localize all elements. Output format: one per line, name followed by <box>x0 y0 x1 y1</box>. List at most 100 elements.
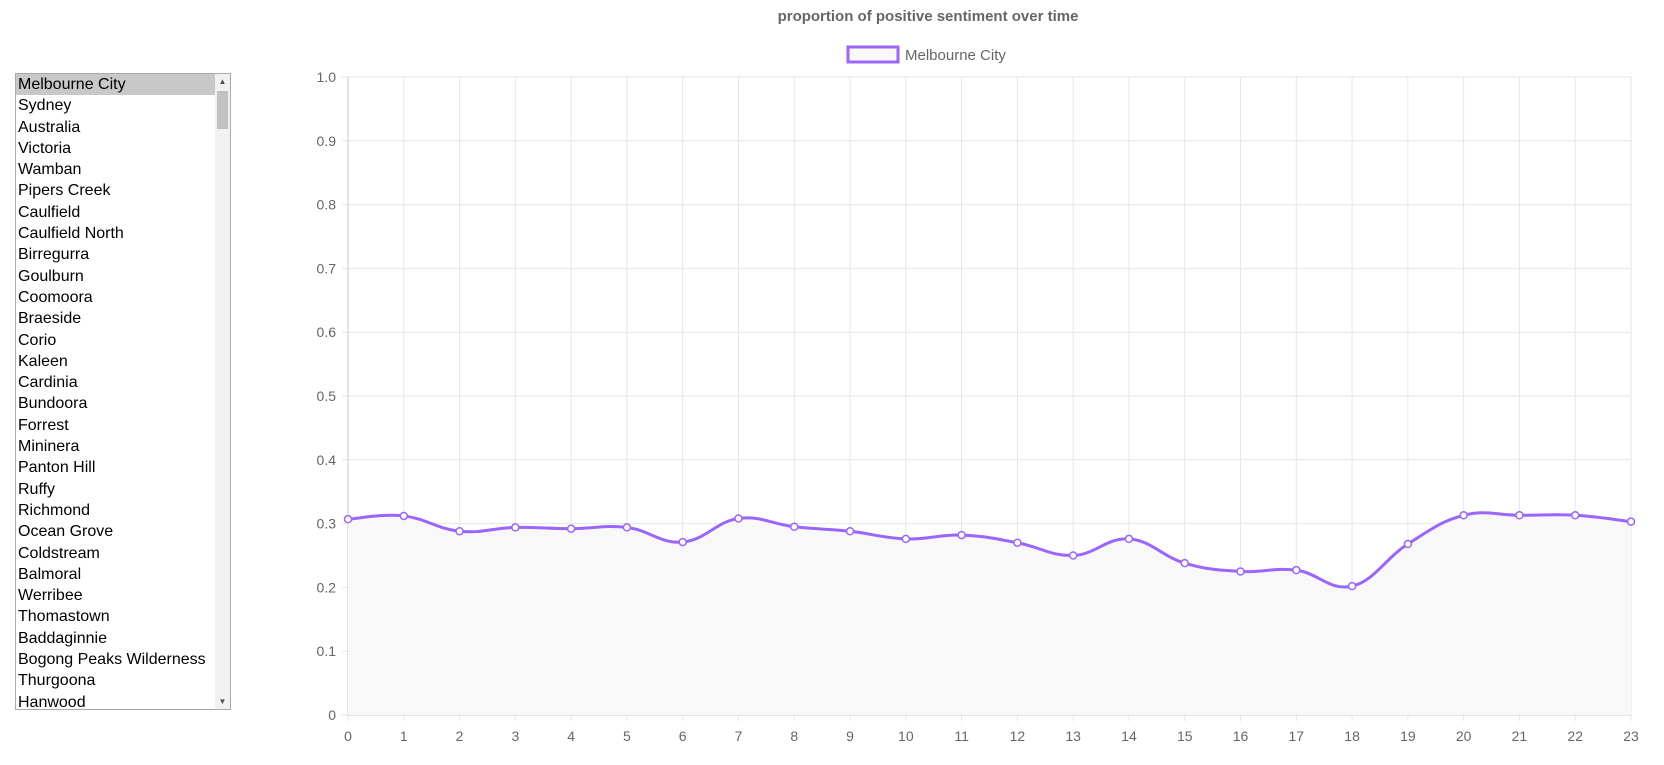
x-tick-label: 1 <box>400 728 408 744</box>
location-option[interactable]: Birregurra <box>18 246 90 264</box>
location-option[interactable]: Australia <box>18 118 81 136</box>
data-point[interactable] <box>901 534 911 544</box>
x-tick-label: 3 <box>511 728 519 744</box>
location-option[interactable]: Bundoora <box>18 395 88 413</box>
data-point[interactable] <box>1403 539 1413 549</box>
location-option[interactable]: Melbourne City <box>16 74 216 96</box>
data-point[interactable] <box>566 524 576 533</box>
data-point[interactable] <box>399 511 409 521</box>
y-tick-label: 0.8 <box>317 197 337 213</box>
x-tick-label: 20 <box>1456 728 1472 744</box>
data-point[interactable] <box>1013 538 1022 547</box>
y-tick-label: 0.5 <box>317 388 337 404</box>
scroll-up-icon[interactable]: ▲ <box>218 77 227 86</box>
data-point[interactable] <box>1236 567 1245 576</box>
chart-title: proportion of positive sentiment over ti… <box>778 8 1079 25</box>
x-tick-label: 10 <box>898 728 914 744</box>
x-tick-label: 15 <box>1177 728 1193 744</box>
chart-area: proportion of positive sentiment over ti… <box>300 0 1664 760</box>
location-option[interactable]: Ocean Grove <box>18 523 114 541</box>
data-point[interactable] <box>455 527 464 536</box>
scrollbar-thumb[interactable] <box>217 91 228 129</box>
x-tick-label: 13 <box>1065 728 1081 744</box>
data-point[interactable] <box>845 527 855 536</box>
y-tick-label: 0.1 <box>317 643 337 659</box>
data-point[interactable] <box>734 514 743 523</box>
x-tick-label: 9 <box>846 728 854 744</box>
location-option[interactable]: Braeside <box>18 310 82 328</box>
legend-swatch[interactable] <box>846 45 900 64</box>
x-tick-label: 18 <box>1344 728 1360 744</box>
data-point[interactable] <box>511 523 520 532</box>
series-fill <box>348 512 1631 715</box>
data-point[interactable] <box>790 522 799 532</box>
x-tick-label: 19 <box>1400 728 1416 744</box>
sentiment-line-chart: proportion of positive sentiment over ti… <box>317 8 1639 744</box>
data-point[interactable] <box>1459 511 1468 520</box>
series-points <box>343 511 1636 591</box>
x-tick-label: 5 <box>623 728 631 744</box>
location-option[interactable]: Caulfield <box>18 203 81 221</box>
x-tick-label: 2 <box>456 728 464 744</box>
location-option[interactable]: Ruffy <box>18 480 56 498</box>
data-point[interactable] <box>1626 517 1636 526</box>
y-tick-label: 0.3 <box>317 516 337 532</box>
data-point[interactable] <box>1570 511 1580 520</box>
x-tick-label: 22 <box>1567 728 1583 744</box>
data-point[interactable] <box>1347 581 1357 591</box>
location-option[interactable]: Forrest <box>18 416 69 434</box>
location-list: Melbourne City Sydney Australia Victoria Wam… <box>16 74 216 710</box>
x-tick-label: 17 <box>1289 728 1305 744</box>
y-tick-label: 0.7 <box>317 260 337 276</box>
x-tick-label: 0 <box>344 728 352 744</box>
location-option[interactable]: Werribee <box>18 587 83 605</box>
legend-label[interactable]: Melbourne City <box>905 47 1006 64</box>
location-option[interactable]: Thomastown <box>18 608 110 626</box>
data-point[interactable] <box>1515 511 1524 520</box>
series-area <box>348 512 1631 715</box>
x-tick-label: 21 <box>1512 728 1528 744</box>
location-option[interactable]: Coomoora <box>18 288 93 306</box>
location-option[interactable]: Bogong Peaks Wilderness <box>18 651 206 669</box>
scroll-down-icon[interactable]: ▼ <box>218 697 227 706</box>
location-option[interactable]: Thurgoona <box>18 672 96 690</box>
location-option[interactable]: Cardinia <box>18 374 78 392</box>
location-option[interactable]: Goulburn <box>18 267 84 285</box>
location-option[interactable]: Victoria <box>18 139 72 157</box>
listbox-scrollbar[interactable]: ▲ ▼ <box>215 74 230 709</box>
location-option[interactable]: Wamban <box>18 161 82 179</box>
location-option[interactable]: Panton Hill <box>18 459 96 477</box>
location-option[interactable]: Coldstream <box>18 544 100 562</box>
x-axis-ticks: 0 1 2 3 4 5 6 7 8 9 10 11 12 13 14 15 16 17 18 19 20 21 22 23 <box>344 728 1639 744</box>
location-option[interactable]: Kaleen <box>18 352 68 370</box>
location-option[interactable]: Hanwood <box>18 693 86 710</box>
x-tick-label: 12 <box>1010 728 1026 744</box>
chart-legend[interactable]: Melbourne City <box>846 45 1006 64</box>
y-tick-label: 0.9 <box>317 133 337 149</box>
y-tick-label: 0.6 <box>317 324 337 340</box>
data-point[interactable] <box>1292 565 1301 575</box>
location-option[interactable]: Mininera <box>18 438 80 456</box>
data-point[interactable] <box>1124 534 1134 544</box>
data-point[interactable] <box>343 514 353 524</box>
data-point[interactable] <box>957 530 966 540</box>
location-listbox[interactable]: Melbourne City Sydney Australia Victoria Wam… <box>15 73 231 710</box>
x-tick-label: 7 <box>735 728 743 744</box>
data-point[interactable] <box>1068 551 1078 560</box>
x-tick-label: 16 <box>1233 728 1249 744</box>
x-tick-label: 11 <box>954 728 969 744</box>
location-option[interactable]: Richmond <box>18 501 91 519</box>
x-tick-label: 14 <box>1121 728 1137 744</box>
location-option[interactable]: Corio <box>18 331 57 349</box>
location-option[interactable]: Pipers Creek <box>18 182 111 200</box>
data-point[interactable] <box>622 523 632 532</box>
location-option[interactable]: Caulfield North <box>18 225 124 243</box>
x-tick-label: 4 <box>567 728 575 744</box>
location-option[interactable]: Balmoral <box>18 565 82 583</box>
location-option[interactable]: Sydney <box>18 97 72 115</box>
location-option[interactable]: Baddaginnie <box>18 629 107 647</box>
y-tick-label: 1.0 <box>317 69 337 85</box>
y-tick-label: 0.4 <box>317 452 337 468</box>
data-point[interactable] <box>1180 558 1189 568</box>
data-point[interactable] <box>678 537 687 547</box>
